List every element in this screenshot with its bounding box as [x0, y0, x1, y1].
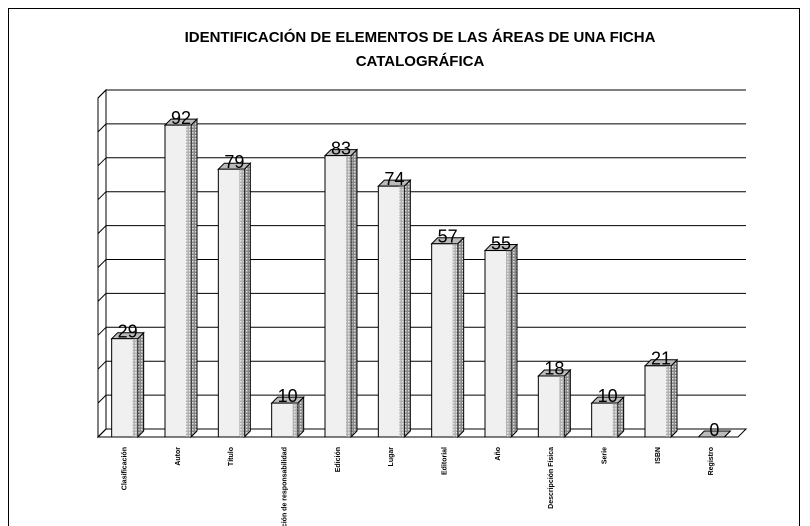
- bar-top: [697, 430, 732, 438]
- grid-line-side: [97, 89, 107, 99]
- bar-shade: [346, 155, 351, 437]
- grid-line-side: [97, 326, 107, 336]
- chart-frame: [8, 8, 800, 526]
- grid-line-side: [97, 428, 107, 438]
- x-tick-label: Edición: [335, 447, 342, 472]
- x-tick-label: Mención de responsabilidad: [282, 447, 289, 526]
- x-tick-label: Autor: [175, 447, 182, 466]
- bar-side: [403, 178, 411, 439]
- value-label: 83: [331, 138, 351, 158]
- x-tick-label: ISBN: [655, 447, 662, 464]
- bar-shade: [612, 403, 618, 437]
- value-label: 55: [491, 233, 511, 253]
- grid-line-side: [97, 293, 107, 302]
- bar-shade: [506, 250, 511, 437]
- value-label: 74: [384, 169, 404, 189]
- x-tick-label: Año: [495, 447, 502, 461]
- value-label: 21: [651, 349, 671, 369]
- x-tick-label: Título: [228, 447, 235, 466]
- bar-side: [243, 161, 251, 439]
- grid-line-side: [97, 394, 107, 404]
- bar-side: [297, 395, 305, 439]
- bar: [430, 236, 465, 439]
- value-label: 10: [598, 386, 618, 406]
- bar: [217, 161, 252, 439]
- bar-shade: [186, 125, 191, 438]
- value-label: 92: [171, 108, 191, 128]
- bar-side: [350, 148, 358, 439]
- value-label: 18: [544, 359, 564, 379]
- bar-shade: [666, 365, 671, 437]
- x-tick-label: Serie: [602, 447, 609, 464]
- bar: [323, 148, 359, 439]
- bar-shade: [559, 375, 565, 437]
- bar-shade: [132, 338, 138, 437]
- bar: [590, 395, 625, 439]
- value-label: 0: [709, 420, 719, 440]
- bar: [110, 331, 145, 439]
- bar-shade: [239, 169, 245, 437]
- bar: [163, 117, 199, 439]
- grid-line-side: [97, 157, 107, 167]
- x-tick-label: Descripción Física: [548, 447, 555, 509]
- bar-side: [617, 395, 625, 439]
- bar-side: [457, 236, 465, 439]
- bar-side: [137, 331, 145, 439]
- x-tick-label: Lugar: [388, 447, 395, 467]
- bar: [537, 368, 572, 439]
- bar: [270, 395, 305, 439]
- bar: [377, 178, 412, 439]
- chart-title: IDENTIFICACIÓN DE ELEMENTOS DE LAS ÁREAS…: [184, 29, 656, 70]
- grid-line-side: [97, 191, 107, 201]
- bar-side: [510, 243, 518, 439]
- bar-side: [190, 117, 198, 439]
- x-tick-label: Clasificación: [122, 447, 129, 490]
- grid-line-side: [97, 259, 107, 268]
- grid-line-side: [97, 123, 107, 133]
- bar-shade: [292, 403, 298, 437]
- x-tick-label: Editorial: [442, 447, 449, 475]
- grid-line-side: [97, 225, 107, 234]
- value-label: 10: [278, 386, 298, 406]
- bar-side: [563, 368, 571, 439]
- bar: [697, 430, 732, 438]
- value-label: 57: [438, 227, 458, 247]
- bar: [643, 358, 679, 439]
- value-label: 79: [224, 152, 244, 172]
- x-tick-label: Registro: [708, 447, 715, 475]
- bar: [483, 243, 519, 439]
- value-label: 29: [118, 321, 138, 341]
- bar-side: [670, 358, 678, 439]
- grid-line-side: [97, 360, 107, 370]
- bar-shade: [399, 186, 405, 437]
- bar-shade: [452, 243, 458, 437]
